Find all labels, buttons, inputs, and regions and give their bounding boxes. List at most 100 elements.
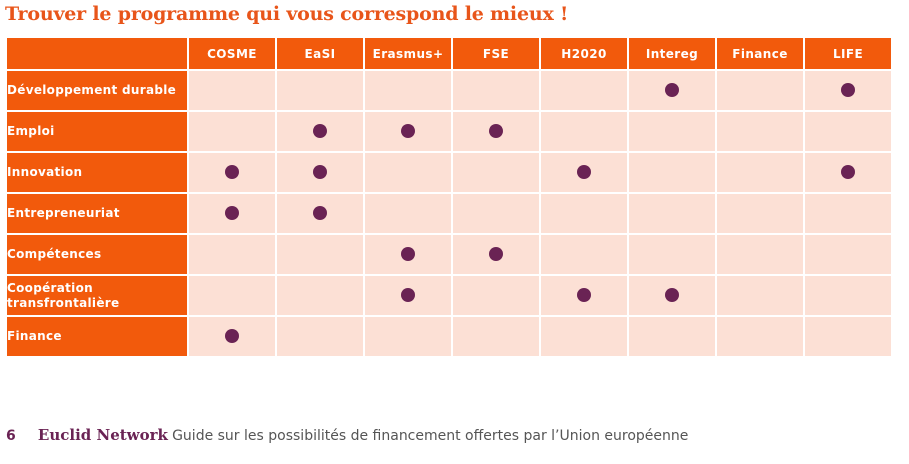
matrix-cell (365, 153, 451, 192)
matrix-cell (541, 194, 627, 233)
matrix-cell (453, 153, 539, 192)
dot-icon (665, 288, 679, 303)
dot-icon (313, 206, 327, 221)
matrix-cell (189, 317, 275, 356)
column-header: Finance (717, 38, 803, 69)
table-row: Coopération transfrontalière (7, 276, 891, 315)
matrix-cell (189, 112, 275, 151)
matrix-cell (277, 317, 363, 356)
matrix-cell (629, 112, 715, 151)
dot-icon (313, 165, 327, 180)
matrix-cell (277, 112, 363, 151)
matrix-cell (365, 276, 451, 315)
matrix-cell (717, 235, 803, 274)
matrix-cell (189, 194, 275, 233)
matrix-cell (629, 153, 715, 192)
dot-icon (577, 165, 591, 180)
dot-icon (313, 124, 327, 139)
matrix-cell (629, 194, 715, 233)
dot-icon (225, 206, 239, 221)
dot-icon (401, 288, 415, 303)
matrix-cell (805, 235, 891, 274)
matrix-cell (453, 235, 539, 274)
dot-icon (401, 247, 415, 262)
matrix-cell (365, 71, 451, 110)
matrix-cell (453, 194, 539, 233)
matrix-cell (541, 317, 627, 356)
dot-icon (665, 83, 679, 98)
table-row: Emploi (7, 112, 891, 151)
matrix-cell (277, 71, 363, 110)
row-header: Coopération transfrontalière (7, 276, 187, 315)
column-header: EaSI (277, 38, 363, 69)
matrix-cell (541, 71, 627, 110)
table-row: Compétences (7, 235, 891, 274)
dot-icon (489, 124, 503, 139)
row-header: Compétences (7, 235, 187, 274)
matrix-cell (717, 317, 803, 356)
matrix-cell (541, 235, 627, 274)
column-header: H2020 (541, 38, 627, 69)
matrix-cell (541, 153, 627, 192)
matrix-cell (277, 235, 363, 274)
matrix-cell (365, 235, 451, 274)
matrix-cell (453, 276, 539, 315)
row-header: Entrepreneuriat (7, 194, 187, 233)
dot-icon (577, 288, 591, 303)
matrix-cell (717, 194, 803, 233)
matrix-cell (189, 276, 275, 315)
matrix-cell (365, 112, 451, 151)
dot-icon (489, 247, 503, 262)
table-row: Finance (7, 317, 891, 356)
page-footer: 6 Euclid Network Guide sur les possibili… (6, 426, 688, 444)
matrix-cell (805, 276, 891, 315)
dot-icon (841, 165, 855, 180)
matrix-cell (629, 71, 715, 110)
matrix-cell (365, 317, 451, 356)
matrix-cell (805, 71, 891, 110)
matrix-cell (805, 112, 891, 151)
matrix-cell (453, 317, 539, 356)
matrix-cell (189, 235, 275, 274)
table-row: Développement durable (7, 71, 891, 110)
matrix-cell (717, 153, 803, 192)
matrix-cell (717, 276, 803, 315)
matrix-cell (717, 71, 803, 110)
matrix-cell (629, 276, 715, 315)
row-header: Innovation (7, 153, 187, 192)
matrix-cell (805, 194, 891, 233)
table-corner (7, 38, 187, 69)
column-header: Intereg (629, 38, 715, 69)
matrix-cell (541, 112, 627, 151)
page-title: Trouver le programme qui vous correspond… (5, 3, 569, 25)
header-row: COSME EaSI Erasmus+ FSE H2020 Intereg Fi… (7, 38, 891, 69)
page-number: 6 (6, 428, 16, 444)
matrix-cell (629, 235, 715, 274)
dot-icon (401, 124, 415, 139)
column-header: LIFE (805, 38, 891, 69)
row-header: Développement durable (7, 71, 187, 110)
table-row: Innovation (7, 153, 891, 192)
program-matrix: COSME EaSI Erasmus+ FSE H2020 Intereg Fi… (5, 36, 893, 358)
footer-brand: Euclid Network (37, 426, 168, 444)
footer-subtitle: Guide sur les possibilités de financemen… (172, 428, 689, 444)
matrix-cell (541, 276, 627, 315)
matrix-cell (277, 153, 363, 192)
matrix-cell (453, 71, 539, 110)
matrix-cell (189, 71, 275, 110)
dot-icon (841, 83, 855, 98)
matrix-cell (629, 317, 715, 356)
matrix-cell (453, 112, 539, 151)
row-header: Emploi (7, 112, 187, 151)
matrix-cell (805, 153, 891, 192)
dot-icon (225, 329, 239, 344)
matrix-cell (277, 276, 363, 315)
matrix-cell (365, 194, 451, 233)
table-row: Entrepreneuriat (7, 194, 891, 233)
dot-icon (225, 165, 239, 180)
matrix-cell (805, 317, 891, 356)
column-header: Erasmus+ (365, 38, 451, 69)
column-header: COSME (189, 38, 275, 69)
column-header: FSE (453, 38, 539, 69)
row-header: Finance (7, 317, 187, 356)
